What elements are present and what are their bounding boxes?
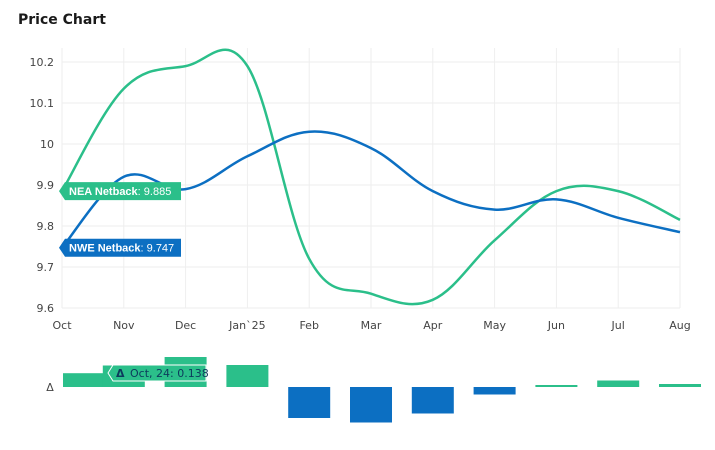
delta-bar[interactable] [597,380,640,388]
nea-netback-line[interactable] [60,48,681,306]
x-tick-label: May [483,319,506,332]
x-tick-label: Dec [175,319,196,332]
x-tick-label: Feb [299,319,318,332]
gridlines [61,48,681,309]
x-tick-label: Mar [361,319,382,332]
label-background [59,182,181,201]
label-text: NWE Netback: 9.747 [69,243,174,255]
nwe-netback-label: NWE Netback: 9.747 [59,238,181,257]
series-labels: NEA Netback: 9.885 NWE Netback: 9.747 Δ Oct… [59,182,209,382]
label-series-value: : 9.885 [138,186,172,198]
x-tick-label: Aug [669,319,690,332]
x-axis-ticks: Oct Nov Dec Jan`25 Feb Mar Apr May Jun Jul Aug [52,319,690,332]
delta-bar[interactable] [226,365,269,387]
x-tick-label: Jan`25 [228,319,265,332]
label-series-name: NWE Netback [69,243,141,255]
x-tick-label: Nov [113,319,135,332]
tooltip-delta-symbol: Δ [116,367,125,380]
delta-axis-label: Δ [46,381,54,394]
x-tick-label: Jul [611,319,625,332]
y-tick-label: 9.9 [37,179,55,192]
delta-tooltip: Δ Oct, 24: 0.138 [107,364,209,382]
label-series-value: : 9.747 [141,243,175,255]
delta-bar[interactable] [535,385,578,387]
y-tick-label: 10.1 [30,97,55,110]
delta-bar[interactable] [411,387,454,414]
delta-bar[interactable] [350,387,392,423]
y-tick-label: 9.7 [37,261,55,274]
delta-bar[interactable] [473,387,516,395]
x-tick-label: Oct [52,319,72,332]
tooltip-background [107,364,207,382]
y-tick-label: 9.6 [37,302,55,315]
nea-netback-label: NEA Netback: 9.885 [59,182,181,201]
x-tick-label: Apr [423,319,443,332]
delta-bar[interactable] [659,384,701,387]
label-series-name: NEA Netback [69,186,139,198]
delta-bar[interactable] [288,387,331,418]
y-tick-label: 10.2 [30,56,55,69]
y-tick-label: 10 [40,138,54,151]
label-text: NEA Netback: 9.885 [69,186,171,198]
y-tick-label: 9.8 [37,220,55,233]
label-background [59,238,181,257]
delta-bar[interactable] [63,373,105,387]
x-tick-label: Jun [547,319,565,332]
y-axis-ticks: 9.6 9.7 9.8 9.9 10 10.1 10.2 [30,56,55,315]
tooltip-text: Oct, 24: 0.138 [130,367,209,380]
chart-title: Price Chart [18,12,106,28]
